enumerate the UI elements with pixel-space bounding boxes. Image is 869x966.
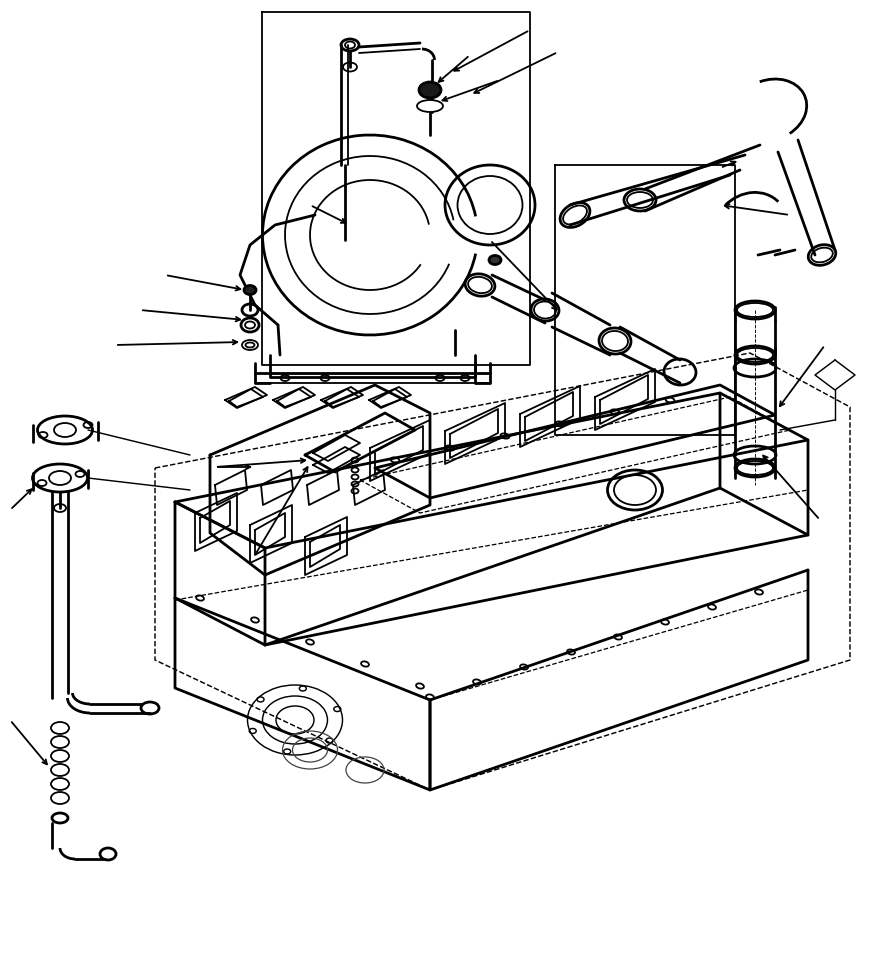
Ellipse shape — [243, 286, 255, 295]
Ellipse shape — [488, 255, 501, 265]
Ellipse shape — [419, 82, 441, 98]
Ellipse shape — [422, 102, 436, 110]
Ellipse shape — [416, 100, 442, 112]
